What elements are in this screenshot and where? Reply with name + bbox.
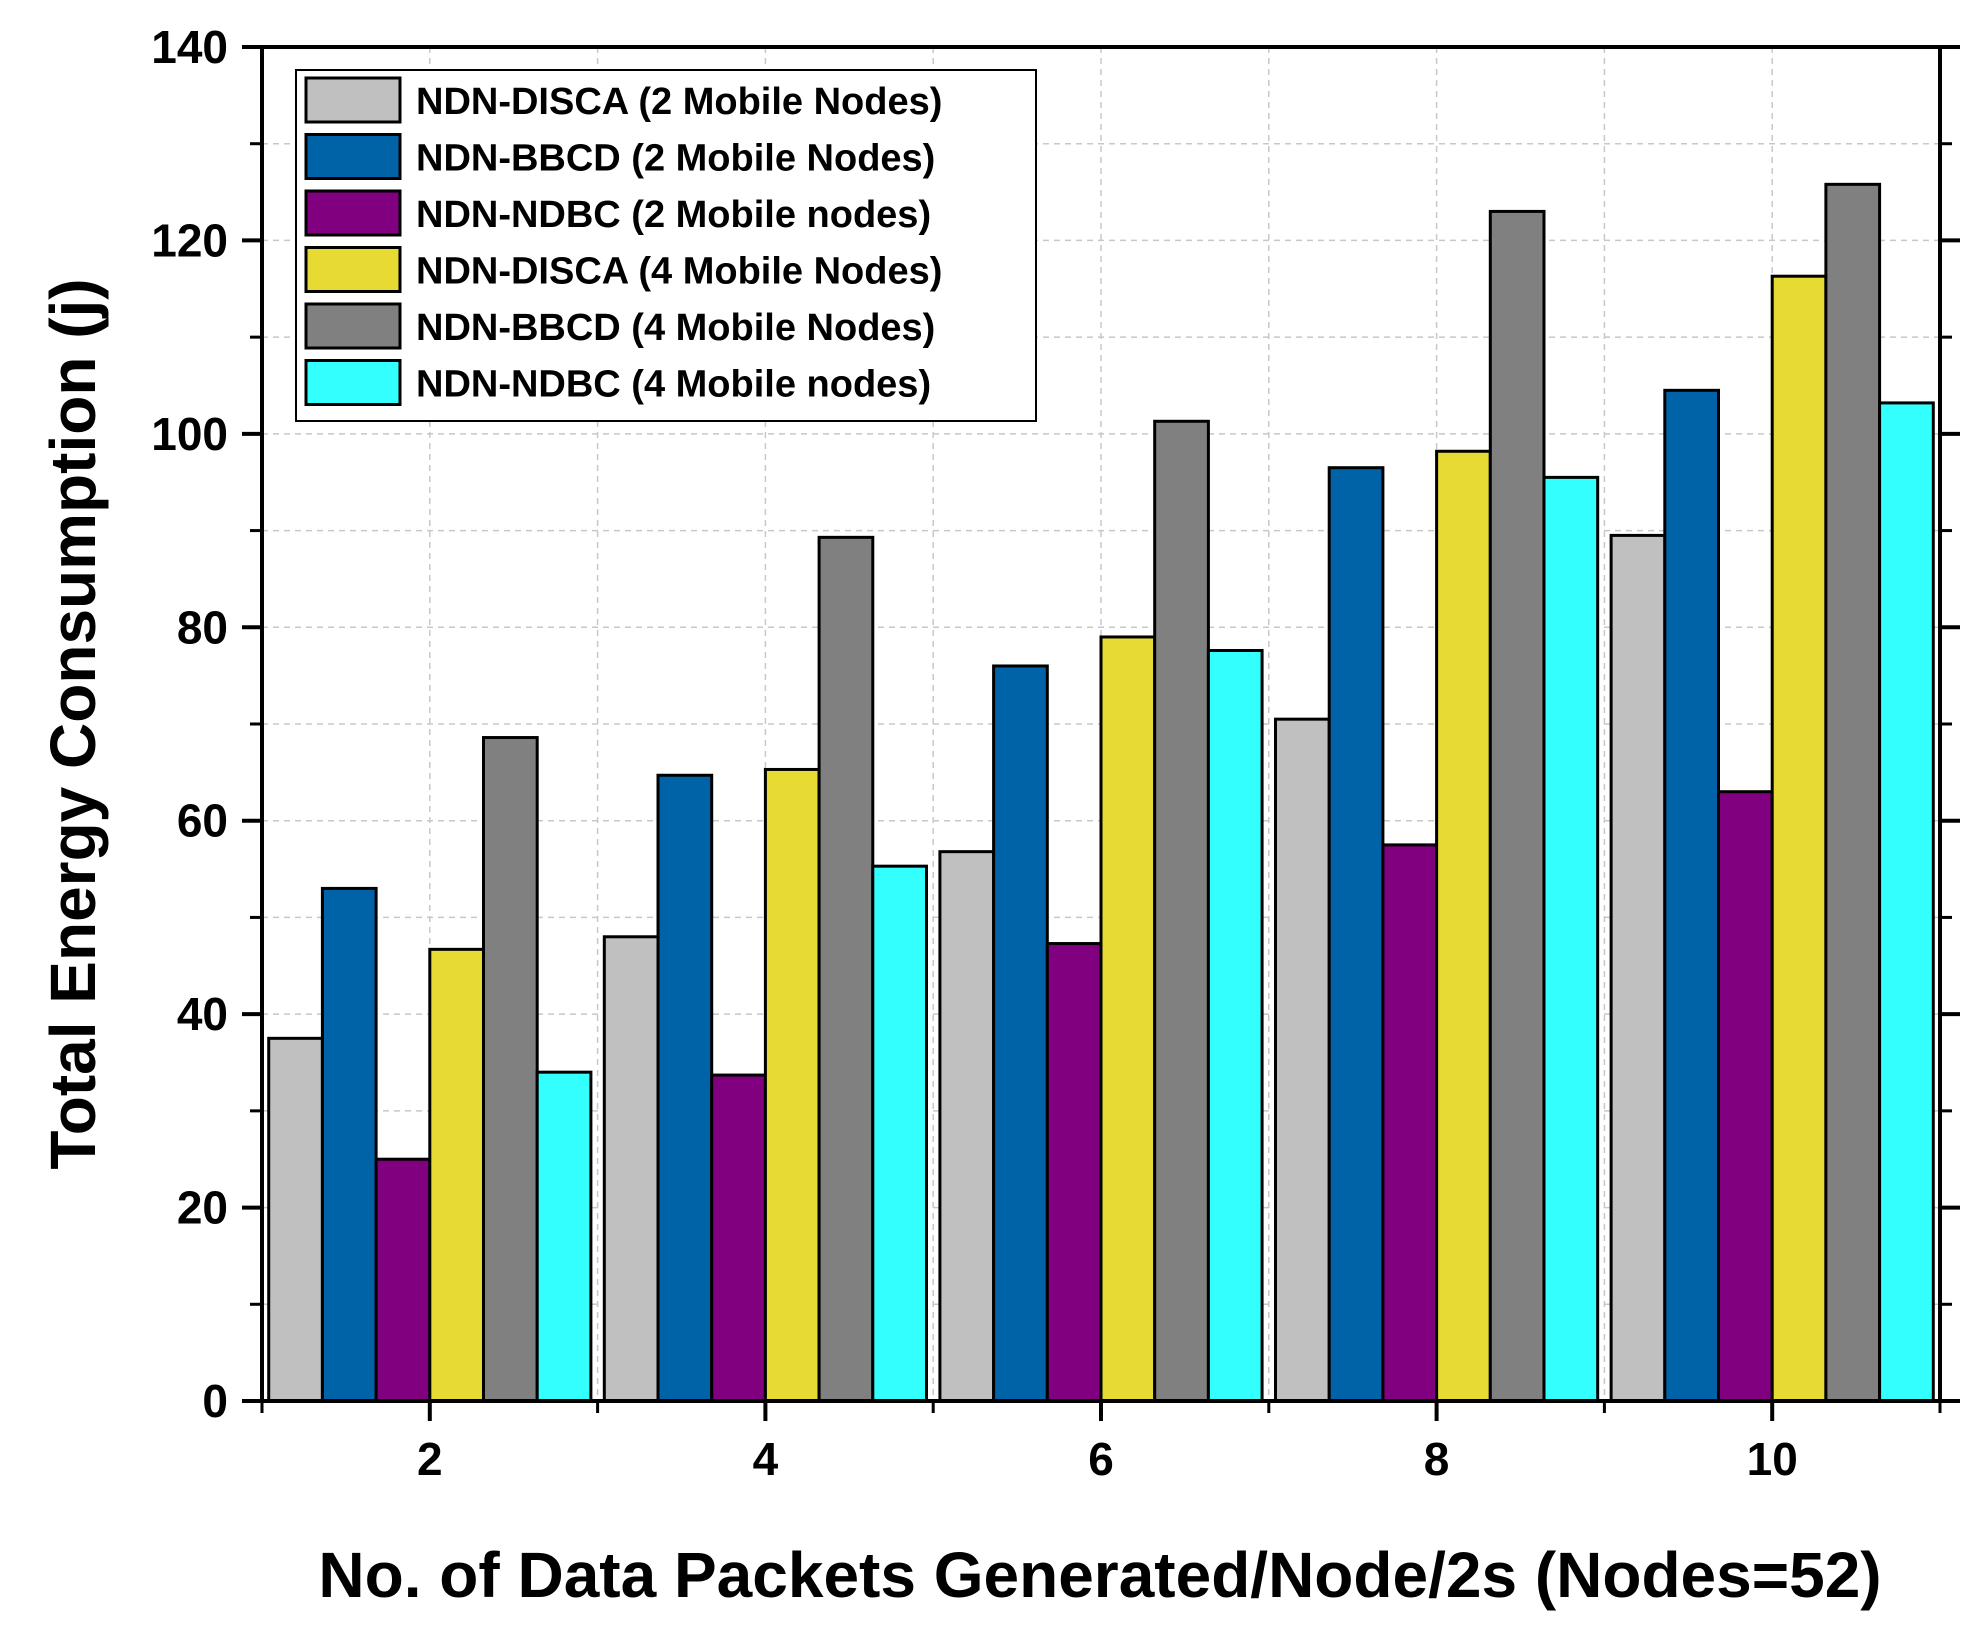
bar — [817, 535, 875, 1403]
bar — [1327, 466, 1385, 1403]
legend-swatch — [304, 76, 402, 124]
bar — [1099, 635, 1157, 1403]
bar — [428, 947, 485, 1403]
bar — [1206, 648, 1264, 1403]
bar — [763, 767, 821, 1403]
bar — [1435, 449, 1492, 1403]
bar — [1045, 942, 1103, 1403]
legend-swatch — [304, 189, 402, 237]
bar — [1153, 419, 1210, 1403]
legend-swatch — [304, 302, 402, 350]
legend-swatch — [304, 133, 402, 180]
bar — [535, 1070, 593, 1403]
bar — [267, 1036, 324, 1403]
y-tick-label: 0 — [202, 1375, 228, 1427]
legend-label: NDN-BBCD (2 Mobile Nodes) — [416, 138, 935, 180]
legend-label: NDN-DISCA (2 Mobile Nodes) — [416, 81, 942, 123]
bar — [374, 1157, 432, 1403]
bar — [1824, 182, 1882, 1403]
bar — [656, 773, 714, 1403]
x-axis-title: No. of Data Packets Generated/Node/2s (N… — [318, 1539, 1881, 1611]
bar — [992, 664, 1049, 1403]
bar — [710, 1073, 767, 1403]
bar — [481, 736, 539, 1403]
bar — [1609, 533, 1667, 1403]
x-tick-label: 6 — [1088, 1433, 1114, 1485]
legend-label: NDN-NDBC (2 Mobile nodes) — [416, 194, 931, 236]
bar — [871, 864, 928, 1403]
bar — [938, 850, 996, 1403]
legend-label: NDN-NDBC (4 Mobile nodes) — [416, 364, 931, 406]
legend-label: NDN-DISCA (4 Mobile Nodes) — [416, 251, 942, 293]
legend: NDN-DISCA (2 Mobile Nodes) NDN-BBCD (2 Mo… — [295, 69, 1037, 422]
x-tick-label: 8 — [1424, 1433, 1450, 1485]
legend-swatch — [304, 246, 402, 293]
x-tick-label: 2 — [417, 1433, 443, 1485]
legend-box — [295, 69, 1037, 422]
x-tick-label: 10 — [1747, 1433, 1798, 1485]
bar — [1878, 401, 1935, 1403]
bar — [1717, 790, 1774, 1403]
x-tick-label: 4 — [753, 1433, 779, 1485]
y-tick-label: 80 — [177, 601, 228, 653]
bar — [320, 886, 378, 1403]
bar — [1542, 475, 1600, 1403]
legend-label: NDN-BBCD (4 Mobile Nodes) — [416, 307, 935, 349]
y-tick-label: 120 — [151, 214, 228, 266]
axis-ticks: 0 20 40 60 80 100 120 140 2 4 6 8 10 — [151, 21, 1960, 1485]
bar — [1663, 388, 1721, 1403]
y-axis-title: Total Energy Consumption (j) — [37, 278, 109, 1169]
bar — [1488, 209, 1546, 1403]
y-tick-label: 100 — [151, 408, 228, 460]
y-tick-label: 40 — [177, 988, 228, 1040]
y-tick-label: 20 — [177, 1182, 228, 1234]
bar — [1274, 717, 1331, 1403]
y-tick-label: 60 — [177, 795, 228, 847]
bar — [1381, 843, 1439, 1403]
bars — [267, 182, 1935, 1403]
bar — [1770, 274, 1828, 1403]
legend-swatch — [304, 359, 402, 406]
y-tick-label: 140 — [151, 21, 228, 73]
bar — [602, 935, 660, 1403]
